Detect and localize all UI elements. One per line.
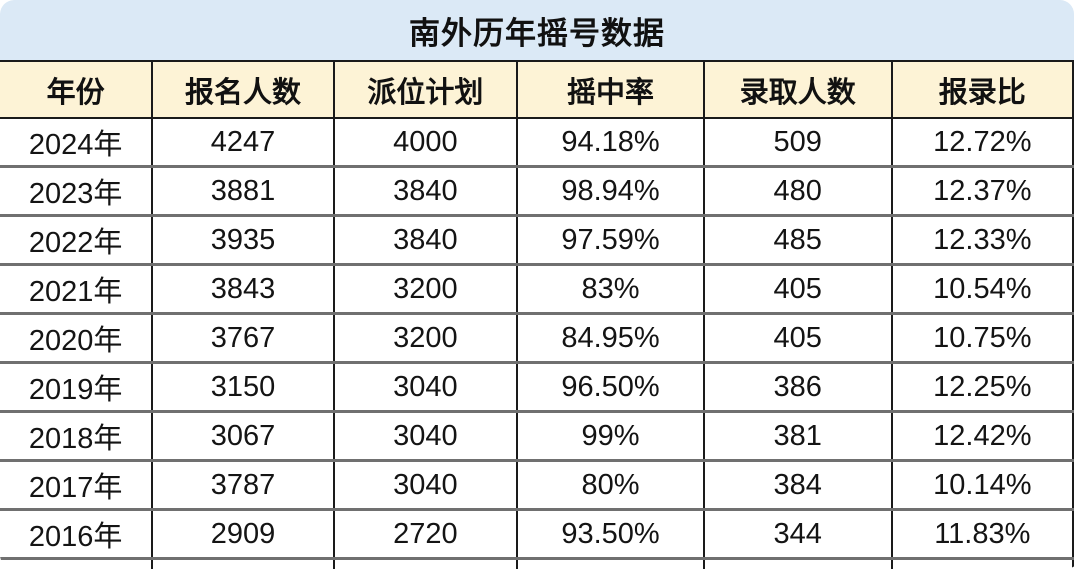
data-cell: 3200 bbox=[332, 264, 518, 315]
data-cell: 405 bbox=[702, 313, 892, 364]
data-cell: 84.95% bbox=[516, 313, 704, 364]
data-cell: 3787 bbox=[151, 460, 334, 511]
data-cell: 12.42% bbox=[890, 411, 1075, 462]
column-header: 派位计划 bbox=[332, 62, 518, 119]
table-row: 2019年 3150 3040 96.50% 386 12.25% bbox=[0, 362, 1075, 413]
table-row: 2016年 2909 2720 93.50% 344 11.83% bbox=[0, 509, 1075, 560]
data-cell: 384 bbox=[702, 460, 892, 511]
data-cell: 83% bbox=[516, 264, 704, 315]
data-cell: 3150 bbox=[151, 362, 334, 413]
data-cell: 4000 bbox=[332, 118, 518, 168]
data-cell: 4247 bbox=[151, 118, 334, 168]
data-cell: 3200 bbox=[332, 313, 518, 364]
table-row: 2017年 3787 3040 80% 384 10.14% bbox=[0, 460, 1075, 511]
empty-cell bbox=[0, 558, 153, 569]
data-cell: 12.37% bbox=[890, 166, 1075, 217]
column-header: 年份 bbox=[0, 62, 153, 119]
year-cell: 2016年 bbox=[0, 509, 153, 560]
data-cell: 509 bbox=[702, 118, 892, 168]
data-cell: 344 bbox=[702, 509, 892, 560]
data-cell: 11.83% bbox=[890, 509, 1075, 560]
empty-cell bbox=[151, 558, 334, 569]
data-cell: 80% bbox=[516, 460, 704, 511]
empty-cell bbox=[702, 558, 892, 569]
table-row: 2022年 3935 3840 97.59% 485 12.33% bbox=[0, 215, 1075, 266]
year-cell: 2022年 bbox=[0, 215, 153, 266]
data-cell: 98.94% bbox=[516, 166, 704, 217]
lottery-data-table: 年份 报名人数 派位计划 摇中率 录取人数 报录比 2024年 4247 4000 94.18%… bbox=[0, 62, 1075, 569]
data-cell: 3843 bbox=[151, 264, 334, 315]
data-cell: 3040 bbox=[332, 362, 518, 413]
data-cell: 3881 bbox=[151, 166, 334, 217]
data-cell: 3935 bbox=[151, 215, 334, 266]
data-cell: 12.72% bbox=[890, 118, 1075, 168]
data-cell: 94.18% bbox=[516, 118, 704, 168]
year-cell: 2018年 bbox=[0, 411, 153, 462]
data-cell: 405 bbox=[702, 264, 892, 315]
data-cell: 381 bbox=[702, 411, 892, 462]
data-cell: 3040 bbox=[332, 411, 518, 462]
table-row: 2018年 3067 3040 99% 381 12.42% bbox=[0, 411, 1075, 462]
data-cell: 485 bbox=[702, 215, 892, 266]
data-cell: 3767 bbox=[151, 313, 334, 364]
year-cell: 2020年 bbox=[0, 313, 153, 364]
data-cell: 386 bbox=[702, 362, 892, 413]
table-row: 2021年 3843 3200 83% 405 10.54% bbox=[0, 264, 1075, 315]
data-cell: 480 bbox=[702, 166, 892, 217]
data-cell: 12.25% bbox=[890, 362, 1075, 413]
empty-cell bbox=[332, 558, 518, 569]
year-cell: 2023年 bbox=[0, 166, 153, 217]
year-cell: 2021年 bbox=[0, 264, 153, 315]
empty-cell bbox=[516, 558, 704, 569]
data-cell: 3840 bbox=[332, 166, 518, 217]
data-cell: 2720 bbox=[332, 509, 518, 560]
data-cell: 2909 bbox=[151, 509, 334, 560]
column-header: 录取人数 bbox=[702, 62, 892, 119]
table-header-row: 年份 报名人数 派位计划 摇中率 录取人数 报录比 bbox=[0, 62, 1075, 119]
data-cell: 3040 bbox=[332, 460, 518, 511]
year-cell: 2024年 bbox=[0, 118, 153, 168]
data-cell: 96.50% bbox=[516, 362, 704, 413]
data-cell: 10.75% bbox=[890, 313, 1075, 364]
empty-cell bbox=[890, 558, 1075, 569]
data-cell: 97.59% bbox=[516, 215, 704, 266]
table-title: 南外历年摇号数据 bbox=[0, 0, 1074, 62]
data-cell: 3840 bbox=[332, 215, 518, 266]
table-row: 2023年 3881 3840 98.94% 480 12.37% bbox=[0, 166, 1075, 217]
data-cell: 12.33% bbox=[890, 215, 1075, 266]
year-cell: 2019年 bbox=[0, 362, 153, 413]
data-cell: 10.54% bbox=[890, 264, 1075, 315]
data-cell: 3067 bbox=[151, 411, 334, 462]
column-header: 摇中率 bbox=[516, 62, 704, 119]
table-row: 2020年 3767 3200 84.95% 405 10.75% bbox=[0, 313, 1075, 364]
cutoff-row bbox=[0, 558, 1075, 569]
column-header: 报名人数 bbox=[151, 62, 334, 119]
table-row: 2024年 4247 4000 94.18% 509 12.72% bbox=[0, 118, 1075, 168]
year-cell: 2017年 bbox=[0, 460, 153, 511]
data-cell: 93.50% bbox=[516, 509, 704, 560]
data-cell: 99% bbox=[516, 411, 704, 462]
data-cell: 10.14% bbox=[890, 460, 1075, 511]
column-header: 报录比 bbox=[890, 62, 1075, 119]
